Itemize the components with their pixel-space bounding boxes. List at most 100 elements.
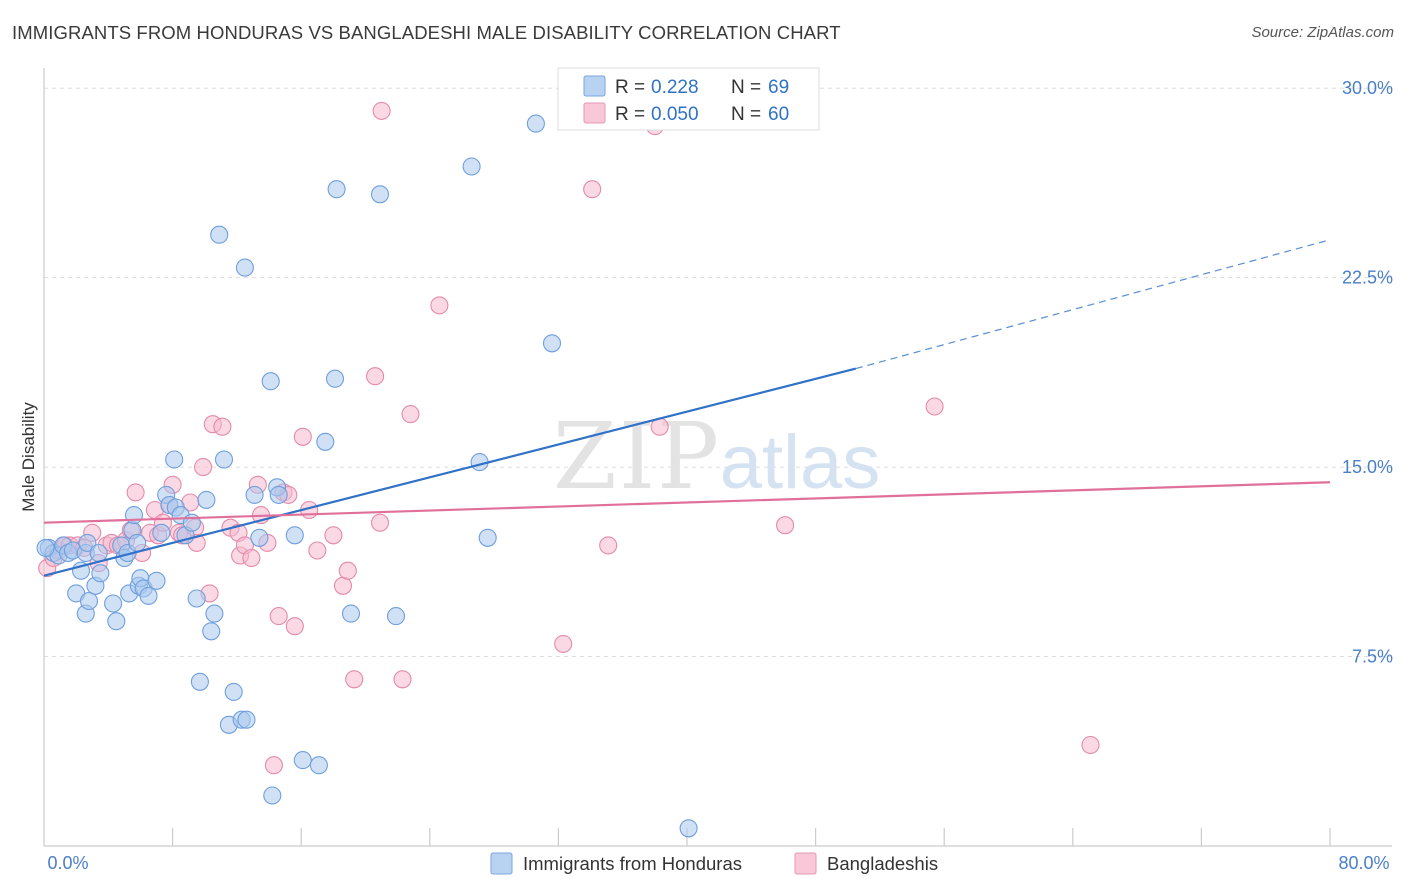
honduras-point xyxy=(202,622,221,641)
chart-title: IMMIGRANTS FROM HONDURAS VS BANGLADESHI … xyxy=(12,22,841,43)
y-tick-label: 15.0% xyxy=(1342,457,1393,477)
series-legend: Immigrants from Honduras Bangladeshis xyxy=(490,852,938,875)
bangladeshis-point xyxy=(213,417,232,436)
honduras-point xyxy=(316,432,335,451)
bangladeshis-point xyxy=(372,101,391,120)
legend-n-label-honduras: N = xyxy=(731,77,761,98)
honduras-point xyxy=(139,586,158,605)
bottom-legend-swatch-honduras xyxy=(490,852,513,875)
honduras-point xyxy=(679,819,698,838)
bangladeshis-point xyxy=(338,561,357,580)
bangladeshis-point xyxy=(308,541,327,560)
bangladeshis-point xyxy=(401,405,420,424)
honduras-point xyxy=(78,533,97,552)
x-axis-ticks xyxy=(172,828,1331,846)
honduras-trend-extension xyxy=(855,239,1331,370)
honduras-point xyxy=(526,114,545,133)
honduras-point xyxy=(190,672,209,691)
bangladeshis-point xyxy=(776,516,795,535)
bangladeshis-trend-line xyxy=(43,481,1331,524)
bangladeshis-point xyxy=(194,458,213,477)
honduras-point xyxy=(269,485,288,504)
legend-n-label-bangladeshis: N = xyxy=(731,104,761,125)
bangladeshis-point xyxy=(599,536,618,555)
honduras-point xyxy=(250,528,269,547)
bangladeshis-point xyxy=(583,180,602,199)
honduras-point xyxy=(152,523,171,542)
honduras-point xyxy=(224,682,243,701)
honduras-point xyxy=(214,450,234,469)
bottom-legend-label-bangladeshis: Bangladeshis xyxy=(827,853,938,874)
honduras-point xyxy=(187,589,206,608)
honduras-point xyxy=(309,756,328,775)
legend-r-value-bangladeshis: 0.050 xyxy=(651,104,699,125)
bangladeshis-point xyxy=(324,526,343,545)
bottom-legend-swatch-bangladeshis xyxy=(794,852,817,875)
x-tick-label-min: 0.0% xyxy=(47,853,88,873)
honduras-point xyxy=(370,185,390,204)
bangladeshis-point xyxy=(126,483,145,502)
honduras-point xyxy=(147,571,166,590)
bangladeshis-point xyxy=(925,397,944,416)
bangladeshis-point xyxy=(293,427,312,446)
bangladeshis-point xyxy=(269,607,288,626)
honduras-point xyxy=(107,612,126,631)
honduras-point xyxy=(79,591,99,611)
honduras-point xyxy=(285,526,304,545)
bangladeshis-point xyxy=(333,576,353,595)
honduras-points xyxy=(36,114,698,838)
watermark-zip: ZIP xyxy=(553,403,721,510)
honduras-point xyxy=(386,607,406,626)
bangladeshis-point xyxy=(430,296,449,315)
x-tick-label-max: 80.0% xyxy=(1338,853,1389,873)
chart-source: Source: ZipAtlas.com xyxy=(1251,24,1394,41)
honduras-point xyxy=(91,564,110,583)
honduras-point xyxy=(128,533,147,552)
honduras-point xyxy=(261,372,280,391)
legend-swatch-honduras xyxy=(583,75,606,97)
grid-lines xyxy=(44,87,1392,658)
honduras-point xyxy=(263,786,282,805)
legend-r-label-honduras: R = xyxy=(615,77,645,98)
honduras-trend-line xyxy=(43,367,857,577)
honduras-point xyxy=(165,450,184,469)
honduras-point xyxy=(245,485,264,504)
honduras-point xyxy=(462,157,481,176)
honduras-point xyxy=(327,180,346,199)
legend-n-value-bangladeshis: 60 xyxy=(768,104,789,125)
y-tick-label: 7.5% xyxy=(1352,647,1393,667)
honduras-point xyxy=(205,604,224,623)
trend-lines xyxy=(43,239,1331,577)
y-axis-label: Male Disability xyxy=(19,402,38,512)
bangladeshis-point xyxy=(285,617,304,636)
honduras-point xyxy=(104,594,123,613)
honduras-point xyxy=(542,334,562,353)
legend-n-value-honduras: 69 xyxy=(768,77,789,98)
bangladeshis-point xyxy=(264,756,283,775)
legend-swatch-bangladeshis xyxy=(583,102,606,124)
honduras-point xyxy=(235,258,254,277)
watermark-atlas: atlas xyxy=(720,420,881,505)
bangladeshis-point xyxy=(370,513,390,532)
y-tick-label: 30.0% xyxy=(1342,78,1393,98)
legend-r-label-bangladeshis: R = xyxy=(615,104,645,125)
bangladeshis-point xyxy=(366,367,385,386)
honduras-point xyxy=(293,751,312,770)
legend-r-value-honduras: 0.228 xyxy=(651,77,699,98)
honduras-point xyxy=(210,225,229,244)
bangladeshis-point xyxy=(345,670,364,689)
y-axis-tick-labels: 7.5% 15.0% 22.5% 30.0% xyxy=(1342,78,1393,666)
correlation-legend: R = 0.228 N = 69 R = 0.050 N = 60 xyxy=(557,67,820,131)
honduras-point xyxy=(36,538,55,557)
bangladeshis-point xyxy=(1081,735,1100,755)
honduras-point xyxy=(325,369,345,388)
honduras-point xyxy=(478,528,497,547)
bangladeshis-point xyxy=(554,634,573,653)
honduras-point xyxy=(197,490,216,509)
honduras-point xyxy=(237,710,256,729)
y-tick-label: 22.5% xyxy=(1342,268,1393,288)
bottom-legend-label-honduras: Immigrants from Honduras xyxy=(523,853,742,874)
bangladeshis-point xyxy=(393,670,412,689)
honduras-point xyxy=(341,604,361,623)
